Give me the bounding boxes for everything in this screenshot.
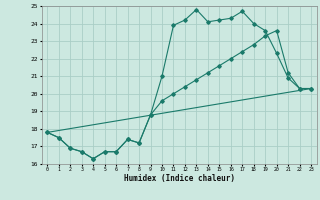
X-axis label: Humidex (Indice chaleur): Humidex (Indice chaleur) — [124, 174, 235, 183]
